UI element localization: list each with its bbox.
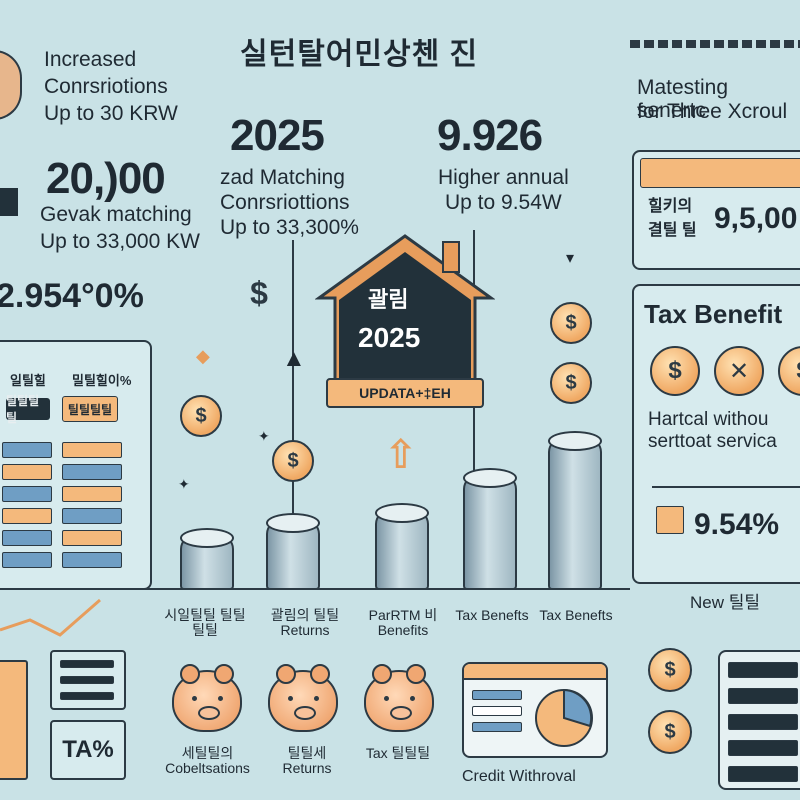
value2: 9.926 (437, 111, 543, 160)
dollar-icon: $ (648, 648, 692, 692)
left-sub2: Up to 33,000 KW (40, 230, 200, 253)
partial-line1: Hartcal withou (648, 409, 769, 430)
bar-2 (266, 513, 320, 590)
left-line3: Up to 30 KRW (44, 102, 178, 125)
year-value: 2025 (230, 111, 325, 160)
left-percent: 2.954°0% (0, 277, 144, 315)
table-header-a: 일틸힐 (10, 373, 46, 388)
left-sub1: Gevak matching (40, 203, 192, 226)
badge-a: 틸틸틸틸 (6, 394, 50, 425)
year-sub3: Up to 33,300% (220, 216, 359, 239)
left-edge-card (0, 188, 18, 216)
card-label2: 결틸 틸 (648, 222, 697, 239)
value2-sub2: Up to 9.54W (445, 191, 562, 214)
column-label: Tax Benefts (455, 607, 529, 623)
tax-benefit-panel: Tax Benefit $ ✕ $ Hartcal withou serttoa… (632, 284, 800, 584)
left-big-value: 20,)00 (46, 154, 166, 203)
right-header1: Matesting senertc (637, 76, 729, 123)
right-percent: 9.54% (694, 508, 780, 541)
card-value: 9,5,00 (714, 202, 798, 235)
house-year: 2025 (358, 322, 421, 353)
right-card: 힐키의 결틸 틸 9,5,00 (632, 150, 800, 270)
tax-card: TA% (50, 720, 126, 780)
update-badge: UPDATA+‡EH (326, 378, 484, 408)
column-label: Tax Benefts (539, 607, 613, 623)
dollar-icon: $ (650, 346, 700, 396)
piggy-bank-icon (268, 664, 338, 732)
arrow-up-icon: ▲ (282, 345, 306, 372)
left-bottom-card (0, 660, 28, 780)
piggy-bank-icon (172, 664, 242, 732)
dollar-icon: $ (272, 440, 314, 482)
left-line2: Conrsriotions (44, 75, 168, 98)
page-title: 실턴탈어민상첸 진 (240, 38, 479, 71)
table-header-b: 밀틸힐이% (72, 373, 132, 388)
dollar-icon: $ (778, 346, 800, 396)
bar-1 (180, 528, 234, 590)
chevron-down-icon: ▾ (566, 250, 575, 267)
pie-chart-icon: ✕ (714, 346, 764, 396)
arrow-up-icon: ⇧ (384, 433, 418, 477)
column-label: ParRTM 비 Benefits (368, 607, 438, 639)
credit-label: Credit Withroval (462, 768, 576, 785)
sparkle-icon: ◆ (196, 346, 210, 366)
house-icon (315, 234, 495, 394)
right-header-dots (630, 40, 800, 48)
year-sub2: Conrsriottions (220, 191, 350, 214)
tax-title: Tax Benefit (644, 299, 783, 329)
column-label: 괄림의 틸틸Returns (270, 607, 340, 639)
trend-line (0, 598, 101, 637)
badge-b: 틸틸틸틸 (62, 396, 118, 422)
baseline (120, 588, 630, 590)
sparkle-icon: ✦ (258, 428, 270, 444)
sparkle-icon: ✦ (178, 476, 190, 492)
year-sub1: zad Matching (220, 166, 345, 189)
left-mini-panel (50, 650, 126, 710)
bottom-label: 틸틸세 Returns (282, 745, 332, 777)
bottom-label: 세틸틸의 Cobeltsations (165, 745, 250, 777)
dollar-icon: $ (180, 395, 222, 437)
divider-line (292, 240, 294, 590)
globe-icon (0, 50, 22, 120)
bar-3 (375, 503, 429, 590)
right-list-panel (718, 650, 800, 790)
left-line1: Increased (44, 48, 137, 71)
right-header2: for Three Xcroul (637, 100, 788, 123)
left-table-panel: 일틸힐 밀틸힐이% 틸틸틸틸 틸틸틸틸 (0, 340, 152, 590)
pie-chart-icon (535, 688, 593, 747)
bar-5 (548, 431, 602, 590)
bottom-label: Tax 틸틸틸 (365, 745, 431, 761)
piggy-bank-icon (364, 664, 434, 732)
dollar-icon: $ (550, 302, 592, 344)
house-text: 괄림 (368, 287, 409, 312)
credit-window (462, 662, 608, 758)
card-label1: 힐키의 (648, 198, 693, 215)
dollar-icon: $ (550, 362, 592, 404)
new-label: New 틸틸 (690, 593, 761, 612)
divider-line (473, 230, 475, 590)
dollar-icon: $ (648, 710, 692, 754)
column-label: 시일틸틸 틸틸틸틸 (164, 607, 246, 639)
partial-line2: serttoat servica (648, 431, 777, 452)
dollar-icon: $ (250, 274, 268, 311)
bar-4 (463, 468, 517, 590)
value2-sub1: Higher annual (438, 166, 569, 189)
